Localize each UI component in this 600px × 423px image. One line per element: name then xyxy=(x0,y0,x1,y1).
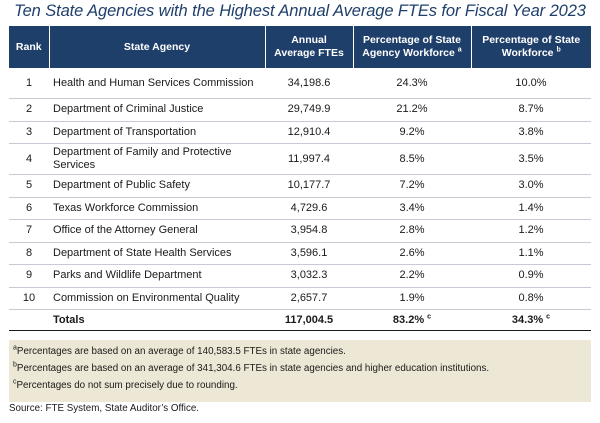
ftes-cell: 3,032.3 xyxy=(265,264,353,288)
table-row: 5 Department of Public Safety 10,177.7 7… xyxy=(9,174,591,198)
footnote-mark-c: c xyxy=(427,312,432,320)
footnote-b-text: Percentages are based on an average of 3… xyxy=(16,363,490,374)
ftes-cell: 34,198.6 xyxy=(265,68,353,99)
agency-cell: Commission on Environmental Quality xyxy=(49,287,265,310)
rank-cell: 1 xyxy=(9,68,49,99)
pct-state-cell: 1.1% xyxy=(471,242,591,265)
table-row: 3 Department of Transportation 12,910.4 … xyxy=(9,121,591,144)
totals-rank-cell xyxy=(9,309,49,331)
rank-cell: 9 xyxy=(9,264,49,288)
agency-cell: Department of Criminal Justice xyxy=(49,98,265,122)
pct-state-cell: 3.8% xyxy=(471,121,591,144)
footnote-a: aPercentages are based on an average of … xyxy=(13,343,587,360)
pct-agency-cell: 2.8% xyxy=(353,219,471,243)
table-row: 1 Health and Human Services Commission 3… xyxy=(9,68,591,99)
table-row: 4 Department of Family and Protective Se… xyxy=(9,143,591,175)
footnote-mark-a: a xyxy=(457,46,462,54)
pct-state-cell: 10.0% xyxy=(471,68,591,99)
pct-state-cell: 1.4% xyxy=(471,197,591,220)
footnote-a-text: Percentages are based on an average of 1… xyxy=(16,346,346,357)
rank-cell: 10 xyxy=(9,287,49,310)
header-ftes-line2: Average FTEs xyxy=(274,47,344,59)
rank-cell: 8 xyxy=(9,242,49,265)
header-pct-state-line1: Percentage of State xyxy=(482,34,581,46)
footnote-mark-b: b xyxy=(556,46,561,54)
agency-cell: Department of Transportation xyxy=(49,121,265,144)
totals-label: Totals xyxy=(49,309,265,331)
rank-cell: 5 xyxy=(9,174,49,198)
pct-agency-cell: 3.4% xyxy=(353,197,471,220)
header-pct-state-line2: Workforce xyxy=(501,47,554,59)
rank-cell: 4 xyxy=(9,143,49,175)
ftes-cell: 11,997.4 xyxy=(265,143,353,175)
header-agency: State Agency xyxy=(48,26,265,68)
footnote-a-mark: a xyxy=(13,344,17,352)
ftes-cell: 10,177.7 xyxy=(265,174,353,198)
footnote-c-mark: c xyxy=(13,378,17,386)
pct-agency-cell: 2.6% xyxy=(353,242,471,265)
ftes-cell: 3,954.8 xyxy=(265,219,353,243)
header-ftes-line1: Annual xyxy=(291,34,327,46)
pct-agency-cell: 2.2% xyxy=(353,264,471,288)
ftes-cell: 2,657.7 xyxy=(265,287,353,310)
table-row: 9 Parks and Wildlife Department 3,032.3 … xyxy=(9,264,591,288)
pct-agency-cell: 7.2% xyxy=(353,174,471,198)
agency-cell: Health and Human Services Commission xyxy=(49,68,265,99)
header-pct-state: Percentage of State Workforce b xyxy=(470,26,591,68)
source-note: Source: FTE System, State Auditor’s Offi… xyxy=(9,403,200,414)
agency-cell: Department of State Health Services xyxy=(49,242,265,265)
ftes-cell: 29,749.9 xyxy=(265,98,353,122)
footnote-mark-c: c xyxy=(546,312,551,320)
rank-cell: 3 xyxy=(9,121,49,144)
ftes-cell: 4,729.6 xyxy=(265,197,353,220)
header-row: Rank State Agency Annual Average FTEs Pe… xyxy=(9,26,591,68)
pct-state-cell: 1.2% xyxy=(471,219,591,243)
header-rank: Rank xyxy=(9,26,49,68)
footnote-c: cPercentages do not sum precisely due to… xyxy=(13,377,587,394)
agency-cell: Texas Workforce Commission xyxy=(49,197,265,220)
footnote-b: bPercentages are based on an average of … xyxy=(13,360,587,377)
agency-cell: Department of Family and Protective Serv… xyxy=(49,143,265,175)
rank-cell: 2 xyxy=(9,98,49,122)
pct-state-cell: 0.9% xyxy=(471,264,591,288)
table-row: 7 Office of the Attorney General 3,954.8… xyxy=(9,219,591,243)
header-pct-agency-line2: Agency Workforce xyxy=(362,47,455,59)
table-title: Ten State Agencies with the Highest Annu… xyxy=(14,2,586,20)
pct-agency-cell: 1.9% xyxy=(353,287,471,310)
pct-agency-cell: 9.2% xyxy=(353,121,471,144)
ftes-cell: 3,596.1 xyxy=(265,242,353,265)
agency-cell: Parks and Wildlife Department xyxy=(49,264,265,288)
pct-state-cell: 8.7% xyxy=(471,98,591,122)
rank-cell: 6 xyxy=(9,197,49,220)
pct-state-cell: 3.0% xyxy=(471,174,591,198)
table-row: 6 Texas Workforce Commission 4,729.6 3.4… xyxy=(9,197,591,220)
totals-pct-agency: 83.2% c xyxy=(353,309,471,331)
rank-cell: 7 xyxy=(9,219,49,243)
totals-row: Totals 117,004.5 83.2% c 34.3% c xyxy=(9,309,591,331)
pct-agency-cell: 21.2% xyxy=(353,98,471,122)
totals-pct-state: 34.3% c xyxy=(471,309,591,331)
totals-ftes: 117,004.5 xyxy=(265,309,353,331)
ftes-cell: 12,910.4 xyxy=(265,121,353,144)
pct-state-cell: 3.5% xyxy=(471,143,591,175)
table-row: 8 Department of State Health Services 3,… xyxy=(9,242,591,265)
header-pct-agency-line1: Percentage of State xyxy=(362,34,462,46)
footnotes-box: aPercentages are based on an average of … xyxy=(9,340,591,402)
header-pct-agency: Percentage of State Agency Workforce a xyxy=(352,26,471,68)
pct-agency-cell: 8.5% xyxy=(353,143,471,175)
totals-pct-agency-value: 83.2% xyxy=(392,313,425,326)
agency-cell: Office of the Attorney General xyxy=(49,219,265,243)
pct-agency-cell: 24.3% xyxy=(353,68,471,99)
header-ftes: Annual Average FTEs xyxy=(264,26,353,68)
table-row: 2 Department of Criminal Justice 29,749.… xyxy=(9,98,591,122)
agency-cell: Department of Public Safety xyxy=(49,174,265,198)
footnote-b-mark: b xyxy=(13,361,17,369)
footnote-c-text: Percentages do not sum precisely due to … xyxy=(16,380,238,391)
table-row: 10 Commission on Environmental Quality 2… xyxy=(9,287,591,310)
totals-pct-state-value: 34.3% xyxy=(511,313,544,326)
pct-state-cell: 0.8% xyxy=(471,287,591,310)
agencies-table: Rank State Agency Annual Average FTEs Pe… xyxy=(9,26,591,331)
